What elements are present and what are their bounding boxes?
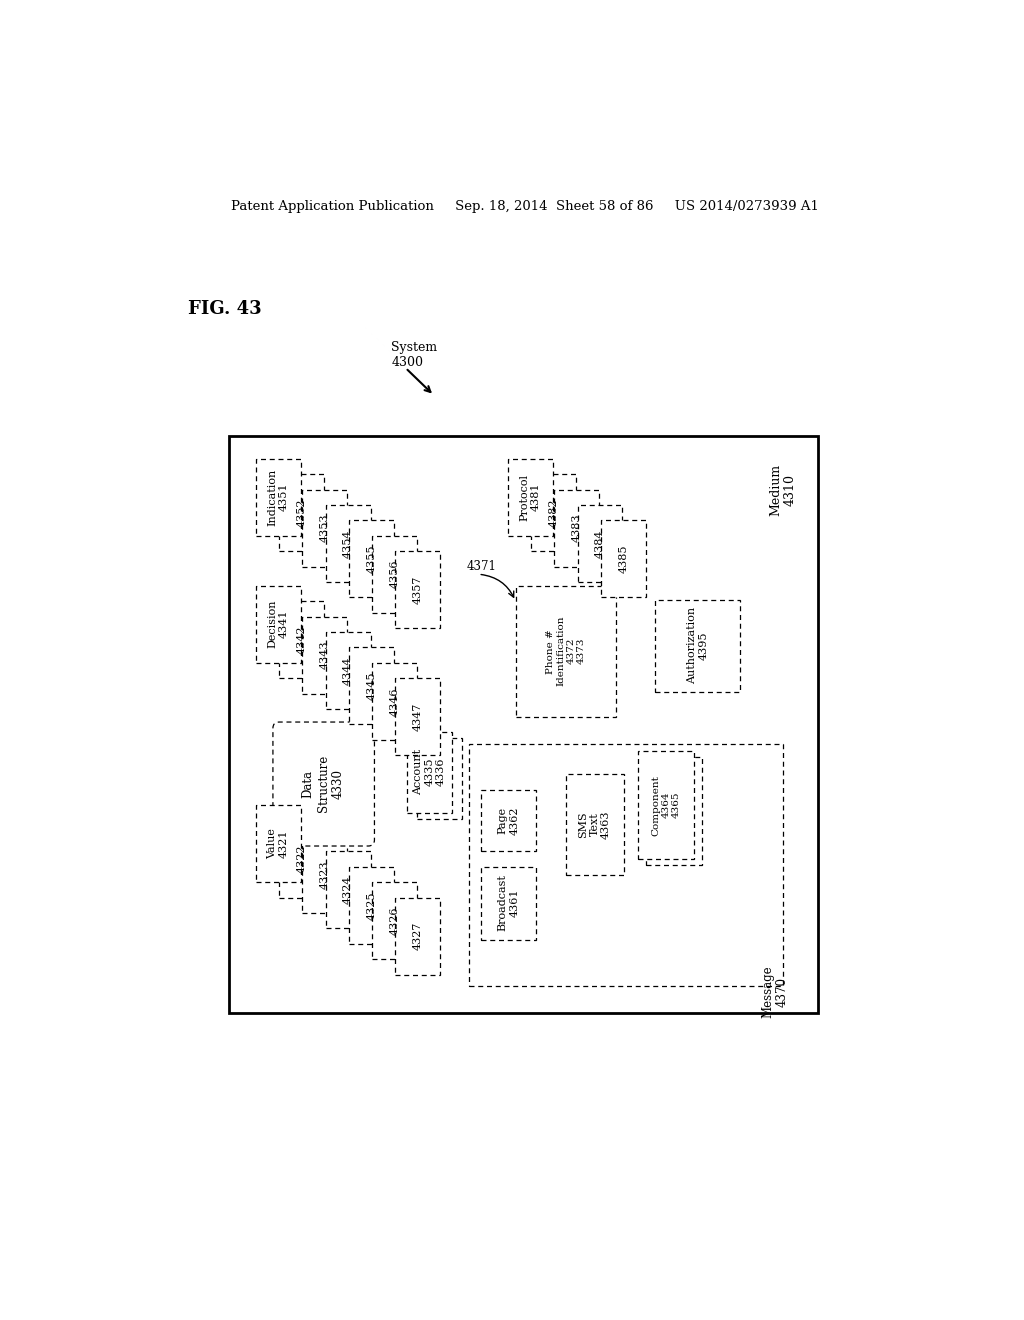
Bar	[256, 586, 301, 663]
Bar	[531, 474, 575, 552]
Text: 4346: 4346	[389, 686, 399, 715]
Text: Protocol
4381: Protocol 4381	[519, 474, 541, 520]
Bar	[469, 743, 783, 986]
Text: Account
4335
4336: Account 4335 4336	[413, 748, 446, 795]
Text: 4352: 4352	[297, 499, 306, 527]
Bar	[256, 459, 301, 536]
Text: Page
4362: Page 4362	[498, 807, 519, 834]
Bar	[349, 520, 394, 598]
Text: FIG. 43: FIG. 43	[188, 300, 262, 318]
Text: 4356: 4356	[389, 560, 399, 589]
Text: Broadcast
4361: Broadcast 4361	[498, 875, 519, 932]
Text: 4385: 4385	[618, 545, 629, 573]
Text: 4357: 4357	[413, 576, 423, 603]
Text: 4347: 4347	[413, 702, 423, 731]
Text: 4342: 4342	[297, 626, 306, 653]
Bar	[480, 789, 537, 851]
Text: 4345: 4345	[367, 672, 377, 700]
Text: Phone #
Identification
4372
4373: Phone # Identification 4372 4373	[546, 616, 586, 686]
Bar	[407, 733, 452, 813]
Bar	[302, 490, 347, 566]
Text: 4323: 4323	[319, 861, 330, 888]
Text: 4326: 4326	[389, 907, 399, 935]
Text: Decision
4341: Decision 4341	[267, 601, 289, 648]
Bar	[349, 867, 394, 944]
Bar	[326, 506, 371, 582]
Bar	[395, 552, 440, 628]
Bar	[326, 851, 371, 928]
Bar	[372, 663, 417, 739]
Bar	[655, 599, 740, 692]
Bar	[372, 536, 417, 612]
Text: Data
Structure
4330: Data Structure 4330	[302, 755, 345, 812]
Bar	[515, 586, 616, 717]
Bar	[280, 821, 324, 898]
Text: Component
4364
4365: Component 4364 4365	[651, 775, 681, 836]
Bar	[508, 459, 553, 536]
Bar	[228, 436, 818, 1014]
Text: 4355: 4355	[367, 545, 377, 573]
Text: System
4300: System 4300	[391, 341, 437, 368]
Text: Message
4370: Message 4370	[761, 965, 790, 1018]
Bar	[349, 647, 394, 725]
Bar	[326, 632, 371, 709]
Bar	[302, 616, 347, 693]
Text: 4324: 4324	[343, 875, 353, 904]
Text: Indication
4351: Indication 4351	[267, 469, 289, 525]
Text: 4325: 4325	[367, 891, 377, 920]
Bar	[256, 805, 301, 882]
Text: Patent Application Publication     Sep. 18, 2014  Sheet 58 of 86     US 2014/027: Patent Application Publication Sep. 18, …	[230, 199, 819, 213]
Bar	[601, 520, 646, 598]
Bar	[646, 758, 701, 866]
Text: 4322: 4322	[297, 845, 306, 874]
Bar	[372, 882, 417, 960]
Text: Value
4321: Value 4321	[267, 828, 289, 859]
Bar	[578, 506, 623, 582]
Text: 4327: 4327	[413, 921, 423, 950]
Bar	[395, 678, 440, 755]
Bar	[395, 898, 440, 974]
Bar	[302, 836, 347, 913]
Text: 4384: 4384	[595, 529, 605, 557]
Text: 4343: 4343	[319, 640, 330, 669]
Text: 4383: 4383	[571, 513, 582, 543]
Text: 4354: 4354	[343, 529, 353, 557]
Bar	[638, 751, 693, 859]
Bar	[280, 474, 324, 552]
Bar	[280, 601, 324, 678]
Text: 4371: 4371	[467, 561, 497, 573]
FancyBboxPatch shape	[273, 722, 375, 846]
Bar	[566, 775, 624, 875]
Text: 4382: 4382	[549, 499, 558, 527]
Bar	[417, 738, 462, 818]
Text: Medium
4310: Medium 4310	[769, 463, 797, 516]
Text: SMS
Text
4363: SMS Text 4363	[578, 810, 611, 838]
Bar	[480, 867, 537, 940]
Text: 4353: 4353	[319, 513, 330, 543]
Text: Authorization
4395: Authorization 4395	[687, 607, 709, 684]
Bar	[554, 490, 599, 566]
Text: 4344: 4344	[343, 656, 353, 685]
